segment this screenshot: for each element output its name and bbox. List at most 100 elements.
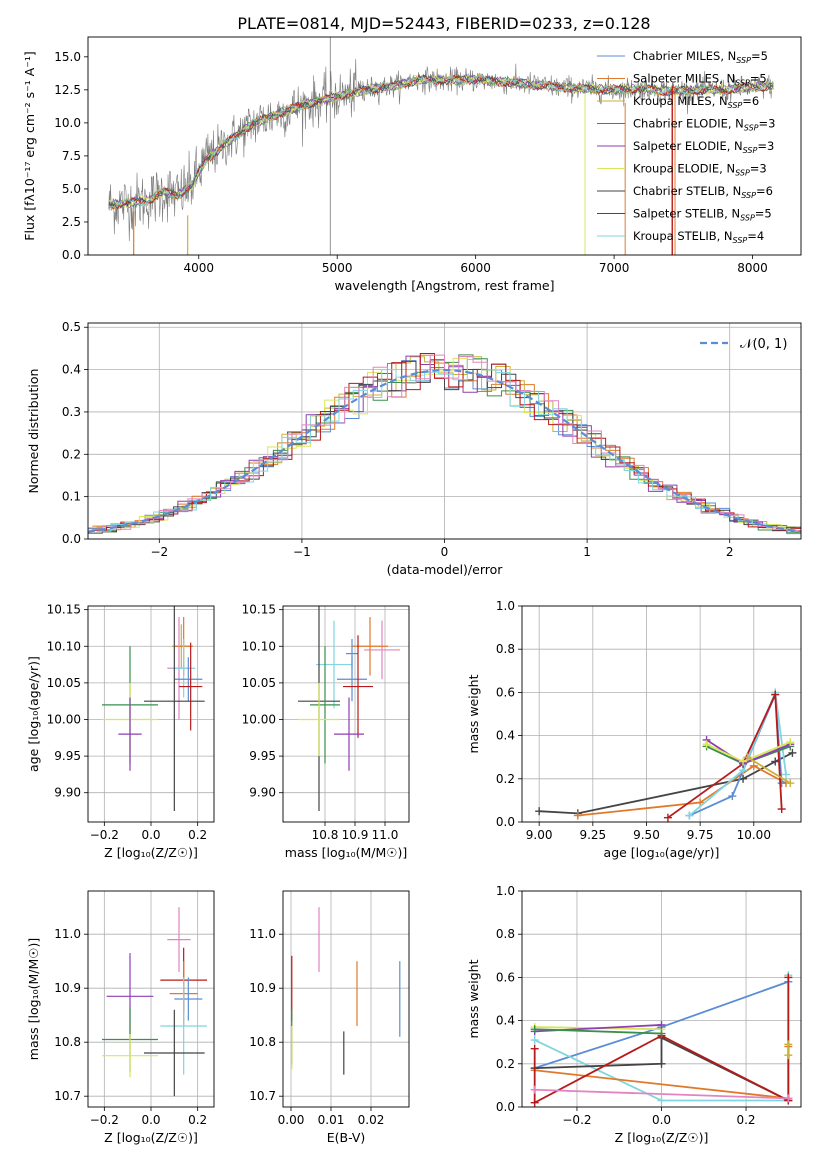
legend-label: Kroupa STELIB, NSSP=4 [633,229,764,245]
y-tick-label: 0.0 [62,248,81,262]
plot-area [102,907,207,1097]
y-tick-label: 0.0 [62,532,81,546]
plot-frame [282,890,410,1108]
y-tick-label: 10.00 [242,712,276,726]
legend-tail: =6 [756,184,773,198]
y-tick-label: 0.6 [496,685,515,699]
weight-line [534,1088,789,1100]
legend-label: 𝒩(0, 1) [740,337,787,352]
y-tick-label: 0.8 [496,642,515,656]
y-tick-label: 0.6 [496,970,515,984]
weight-line [688,688,787,817]
y-tick-label: 10.9 [54,981,81,995]
panel-mass-vs-EBV: 0.00 0.01 0.02 10.7 10.8 10.9 11.0 E(B-V) [249,890,410,1145]
x-axis-label: age [log₁₀(age/yr)] [604,845,720,860]
y-tick-label: 1.0 [496,884,515,898]
plot-frame [521,605,802,823]
y-tick-label: 15.0 [54,50,81,64]
y-tick-label: 0.0 [496,1100,515,1114]
legend-subscript: SSP [736,56,751,65]
y-tick-label: 10.7 [54,1089,81,1103]
y-tick-label: 10.10 [47,639,81,653]
legend-tail: =5 [750,72,767,86]
x-tick-label: −2 [150,545,168,559]
x-axis-label: E(B-V) [327,1130,366,1145]
y-tick-label: 0.2 [496,772,515,786]
y-tick-label: 12.5 [54,83,81,97]
panel-mass-vs-Z: −0.2 0.0 0.2 10.7 10.8 10.9 11.0 Z [log₁₀(Z/Z☉)… [26,890,215,1145]
y-axis-label: age [log₁₀(age/yr)] [26,656,41,772]
y-tick-label: 10.9 [249,981,276,995]
plot-frame [282,605,410,823]
y-axis-label: Normed distribution [26,369,41,494]
y-tick-label: 9.90 [249,786,276,800]
x-axis-label: mass [log₁₀(M/M☉)] [285,845,407,860]
y-tick-label: 0.4 [496,1014,515,1028]
y-tick-label: 10.15 [242,603,276,617]
y-axis-label: Flux [fλ10⁻¹⁷ erg cm⁻² s⁻¹ A⁻¹] [22,51,37,240]
x-tick-label: 6000 [460,261,491,275]
x-tick-label: −0.2 [562,1113,591,1127]
x-tick-label: 10.8 [312,828,339,842]
x-axis-label: Z [log₁₀(Z/Z☉)] [615,1130,709,1145]
x-tick-label: 4000 [183,261,214,275]
x-tick-label: 10.9 [342,828,369,842]
legend-subscript: SSP [740,214,755,223]
plot-area [535,688,797,822]
x-axis-label: wavelength [Angstrom, rest frame] [334,278,554,293]
legend-tail: =3 [750,162,767,176]
x-tick-label: 10.00 [737,828,771,842]
x-tick-label: 0.2 [188,1113,207,1127]
y-tick-label: 7.5 [62,149,81,163]
y-tick-label: 10.00 [47,712,81,726]
weight-line [534,1036,789,1102]
x-tick-label: 0.01 [318,1113,345,1127]
legend-tail: =3 [759,117,776,131]
x-axis-label: (data-model)/error [387,562,504,577]
panel-mass-weight-vs-age: 9.00 9.25 9.50 9.75 10.00 0.0 0.2 0.4 0.6 0.8 1.0 a… [466,599,802,860]
x-tick-label: 0.0 [141,1113,160,1127]
plot-area [530,971,793,1107]
legend-label: Chabrier STELIB, NSSP=6 [633,184,773,200]
panel-mass-weight-vs-Z: −0.2 0.0 0.2 0.0 0.2 0.4 0.6 0.8 1.0 Z [log₁₀(Z/Z… [466,884,802,1145]
x-tick-label: 11.0 [372,828,399,842]
x-tick-label: 9.50 [633,828,660,842]
y-tick-label: 10.8 [249,1035,276,1049]
y-tick-label: 2.5 [62,215,81,229]
x-tick-label: 0.0 [141,828,160,842]
panel-age-vs-Z: −0.2 0.0 0.2 9.90 9.95 10.00 10.05 10.10 10.15 Z … [26,603,215,860]
weight-line [534,1028,662,1035]
y-tick-label: 1.0 [496,599,515,613]
y-tick-label: 9.90 [54,786,81,800]
weight-line [746,756,791,784]
x-tick-label: 0.02 [358,1113,385,1127]
plot-area [108,37,774,255]
y-tick-label: 10.7 [249,1089,276,1103]
x-tick-label: 0.0 [652,1113,671,1127]
y-tick-label: 0.3 [62,405,81,419]
x-tick-label: 2 [726,545,734,559]
legend-subscript: SSP [735,79,750,88]
plot-frame [87,36,802,256]
legend-tail: =5 [755,207,772,221]
x-tick-label: 9.25 [579,828,606,842]
legend-tail: =5 [751,49,768,63]
y-tick-label: 0.2 [496,1057,515,1071]
x-tick-label: 1 [583,545,591,559]
y-tick-label: 10.0 [54,116,81,130]
panel-age-vs-mass: 10.8 10.9 11.0 9.90 9.95 10.00 10.05 10.10 10.15… [242,603,410,860]
y-tick-label: 0.5 [62,320,81,334]
y-tick-label: 0.1 [62,490,81,504]
legend-subscript: SSP [728,101,743,110]
x-tick-label: 7000 [599,261,630,275]
histogram-step [96,359,801,532]
y-tick-label: 10.05 [47,676,81,690]
y-tick-label: 0.4 [496,729,515,743]
legend-label: Kroupa MILES, NSSP=6 [633,94,759,110]
x-tick-label: 9.75 [687,828,714,842]
x-tick-label: −1 [293,545,311,559]
y-tick-label: 0.4 [62,363,81,377]
legend-label: Salpeter ELODIE, NSSP=3 [633,139,774,155]
y-tick-label: 0.2 [62,447,81,461]
